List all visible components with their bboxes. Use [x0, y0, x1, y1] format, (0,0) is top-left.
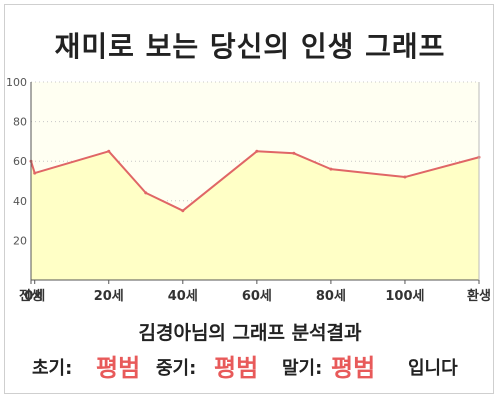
data-point: [403, 175, 407, 179]
x-tick-label: 60세: [242, 289, 272, 304]
middle-value: 평범: [214, 354, 259, 382]
y-tick-label: 40: [13, 195, 27, 208]
y-tick-label: 20: [13, 234, 27, 247]
late-label: 말기:: [282, 358, 323, 379]
early-label: 초기:: [32, 358, 73, 379]
data-point: [292, 151, 296, 155]
x-tick-label: 환생: [467, 288, 491, 304]
data-point: [255, 149, 259, 153]
late-value: 평범: [331, 354, 376, 382]
result-title: 김경아님의 그래프 분석결과: [138, 322, 362, 344]
x-tick-label: 100세: [385, 289, 424, 304]
data-point: [144, 191, 148, 195]
data-point: [181, 209, 185, 213]
page-title: 재미로 보는 당신의 인생 그래프: [54, 30, 446, 63]
y-tick-label: 80: [13, 116, 27, 129]
y-tick-label: 60: [13, 155, 27, 168]
suffix-text: 입니다: [408, 358, 458, 379]
middle-label: 중기:: [156, 358, 197, 379]
data-point: [107, 149, 111, 153]
x-tick-label: 전생: [19, 288, 43, 304]
x-tick-label: 40세: [168, 289, 198, 304]
x-tick-label: 20세: [94, 289, 124, 304]
verdict-row: 초기: 평범 중기: 평범 말기: 평범 입니다: [0, 346, 500, 382]
data-point: [33, 171, 37, 175]
x-tick-label: 80세: [316, 289, 346, 304]
y-tick-label: 100: [6, 76, 27, 89]
early-value: 평범: [96, 354, 141, 382]
series-area: [31, 151, 479, 280]
data-point: [329, 167, 333, 171]
series-line: [30, 150, 480, 212]
x-tick-label: 0세: [24, 289, 45, 304]
